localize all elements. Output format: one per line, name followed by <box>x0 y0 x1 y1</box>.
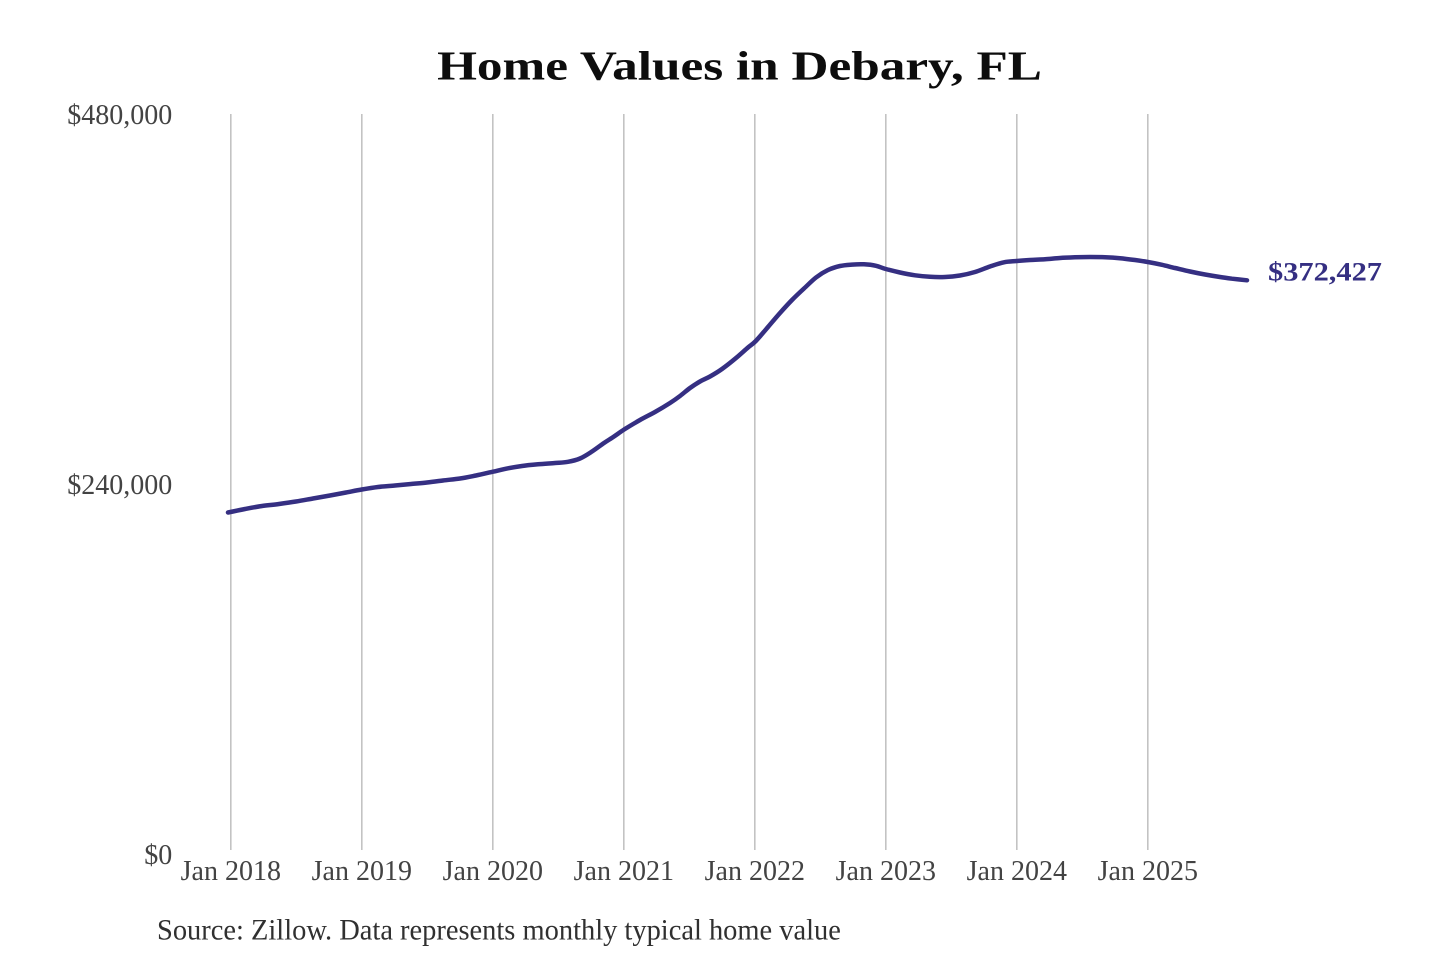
svg-text:Home Values in Debary, FL: Home Values in Debary, FL <box>437 44 1042 89</box>
svg-text:Jan 2022: Jan 2022 <box>705 856 805 887</box>
svg-text:Jan 2025: Jan 2025 <box>1098 856 1198 887</box>
svg-text:Jan 2023: Jan 2023 <box>836 856 936 887</box>
svg-text:$480,000: $480,000 <box>67 100 172 131</box>
svg-text:$372,427: $372,427 <box>1268 259 1382 287</box>
svg-text:Jan 2018: Jan 2018 <box>181 856 281 887</box>
svg-text:Jan 2020: Jan 2020 <box>443 856 543 887</box>
svg-text:$240,000: $240,000 <box>67 470 172 501</box>
svg-text:Jan 2021: Jan 2021 <box>574 856 674 887</box>
svg-text:Jan 2024: Jan 2024 <box>967 856 1067 887</box>
svg-text:Source: Zillow. Data represent: Source: Zillow. Data represents monthly … <box>157 914 841 947</box>
svg-text:Jan 2019: Jan 2019 <box>312 856 412 887</box>
svg-text:$0: $0 <box>144 840 172 871</box>
